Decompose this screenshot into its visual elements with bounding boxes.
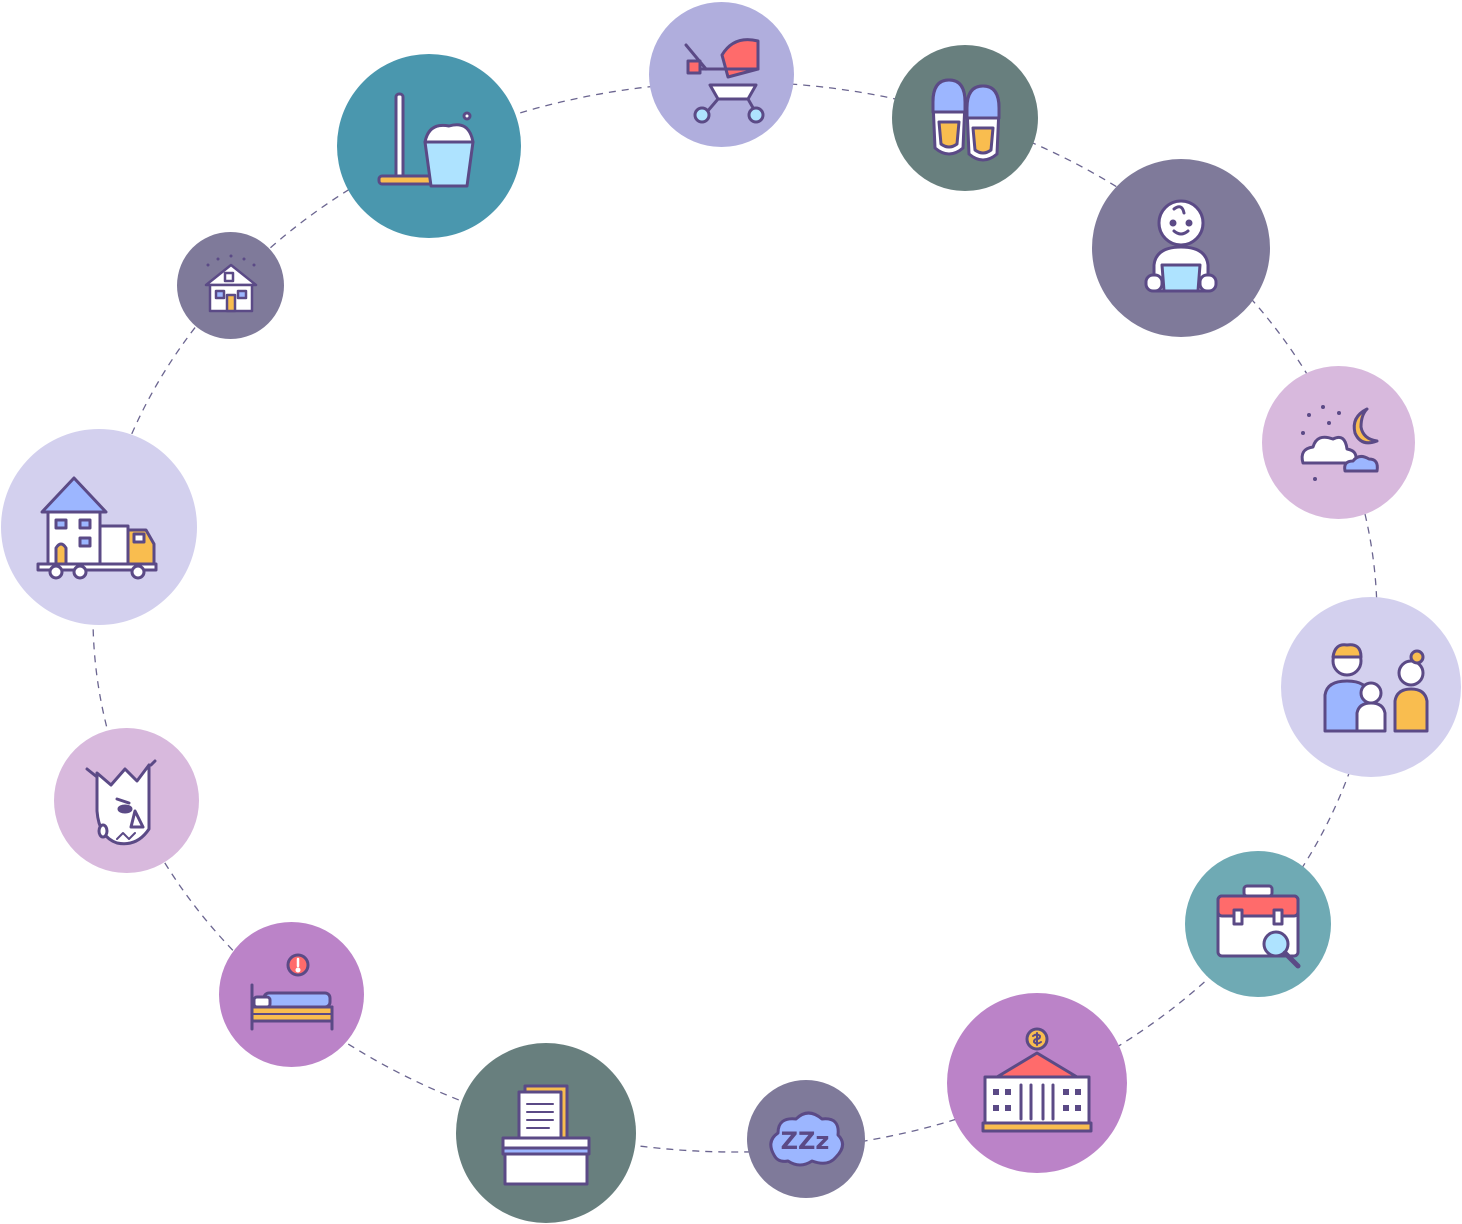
job-search-icon [1185, 851, 1331, 997]
baby-icon [1092, 159, 1270, 337]
snowy-house-icon [177, 232, 284, 339]
slippers-icon [892, 45, 1038, 191]
bank-icon [947, 993, 1127, 1173]
baby-stroller-icon [649, 2, 794, 147]
moving-house-truck-icon [1, 429, 197, 625]
bed-alert-icon [219, 922, 364, 1067]
family-icon [1281, 597, 1461, 777]
sleep-text: ZZz [781, 1127, 830, 1155]
night-sky-icon [1262, 366, 1415, 519]
mop-bucket-icon [337, 54, 521, 238]
angry-face-icon [54, 728, 199, 873]
sleep-cloud-icon: ZZz [747, 1080, 865, 1198]
documents-box-icon [456, 1043, 636, 1223]
